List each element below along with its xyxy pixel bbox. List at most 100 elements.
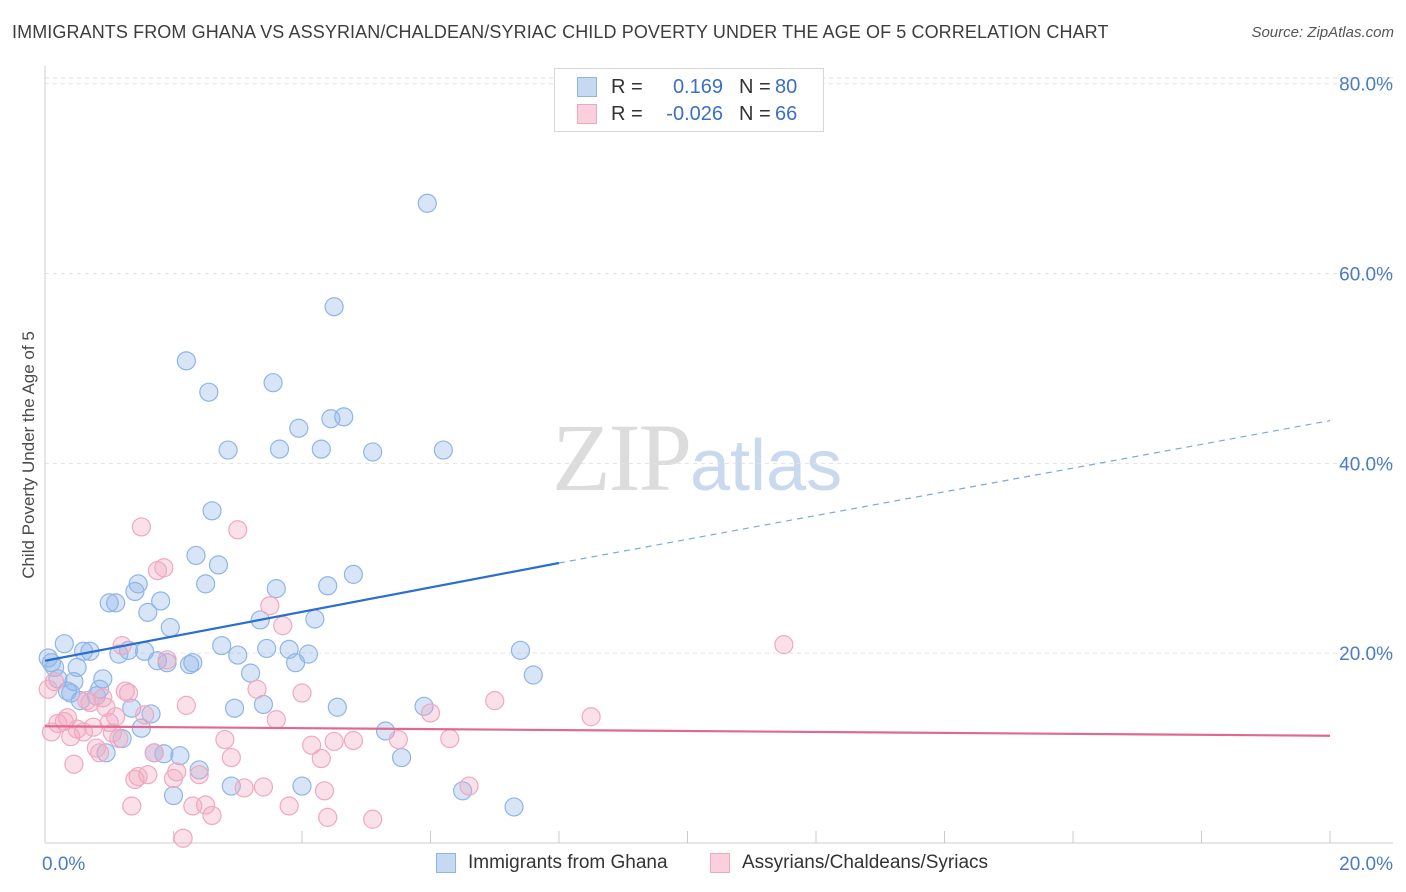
data-point [318, 576, 338, 596]
data-point [183, 653, 203, 673]
y-tick-label: 20.0% [1339, 644, 1393, 665]
grid-lines [45, 77, 1393, 654]
bottom-legend-swatch-ghana [436, 853, 456, 873]
data-point [106, 593, 126, 613]
data-point [57, 681, 78, 701]
data-point [77, 691, 97, 711]
chart-title: IMMIGRANTS FROM GHANA VS ASSYRIAN/CHALDE… [12, 22, 1109, 42]
data-point [241, 663, 261, 683]
trend-lines [44, 420, 1331, 737]
data-point [234, 778, 254, 798]
data-point [523, 665, 543, 685]
tick-labels: 20.0% 40.0% 60.0% 80.0% 0.0% 20.0% [42, 75, 1393, 875]
data-point [263, 373, 283, 393]
data-point [109, 728, 129, 749]
data-point [106, 707, 126, 727]
legend-r-label: R = [611, 102, 643, 125]
data-point [314, 781, 335, 801]
legend-r-value: -0.026 [666, 102, 723, 125]
data-point [134, 705, 155, 725]
chart-source: Source: ZipAtlas.com [1251, 24, 1394, 41]
data-point [324, 297, 344, 317]
legend-n-value: 66 [775, 102, 798, 125]
data-point [196, 574, 216, 594]
x-tick-label-min: 0.0% [42, 854, 85, 875]
data-point [305, 609, 325, 629]
data-point [96, 743, 116, 763]
data-point [196, 795, 216, 815]
data-point [131, 517, 151, 537]
data-point [61, 727, 81, 747]
legend-row-assyrian: R = -0.026 N = 66 [577, 101, 797, 127]
data-point [128, 574, 148, 594]
y-tick-label: 60.0% [1339, 265, 1393, 286]
data-point [363, 442, 383, 462]
data-point [388, 729, 408, 750]
data-point [298, 644, 319, 664]
watermark-atlas: atlas [690, 426, 843, 506]
data-point [327, 697, 347, 717]
data-point [292, 683, 312, 703]
data-point [128, 766, 148, 787]
data-point [154, 744, 174, 764]
legend-n-label: N = [739, 102, 771, 125]
data-point [253, 777, 274, 797]
data-point [189, 765, 209, 785]
data-point [334, 407, 354, 427]
data-point [247, 679, 267, 699]
data-point [215, 729, 235, 750]
data-point [417, 193, 437, 213]
data-point [208, 555, 229, 575]
data-point [228, 520, 248, 540]
data-point [459, 776, 479, 796]
data-point [218, 440, 238, 460]
data-point [391, 747, 412, 768]
data-point [176, 695, 196, 715]
data-point [343, 730, 363, 751]
series-assyrian-points [38, 517, 794, 848]
data-point [504, 797, 524, 817]
data-point [115, 681, 135, 701]
data-point [774, 635, 794, 655]
legend-r-label: R = [611, 75, 643, 98]
data-point [289, 418, 309, 438]
bottom-legend-assyrian: Assyrians/Chaldeans/Syriacs [710, 852, 988, 874]
data-point [311, 439, 331, 459]
y-tick-label: 40.0% [1339, 454, 1393, 475]
data-point [279, 796, 299, 816]
data-point [485, 691, 505, 711]
data-point [363, 809, 383, 829]
data-point [144, 743, 164, 763]
data-point [221, 747, 241, 768]
watermark: ZIPatlas [552, 402, 842, 513]
data-point [122, 796, 142, 816]
data-point [54, 634, 74, 654]
data-point [154, 558, 174, 578]
data-point [440, 728, 460, 749]
data-point [202, 805, 222, 826]
bottom-legend-ghana: Immigrants from Ghana [436, 852, 668, 874]
watermark-zip: ZIP [552, 404, 692, 511]
data-point [199, 382, 219, 402]
data-point [257, 638, 277, 659]
bottom-legend: Immigrants from Ghana Assyrians/Chaldean… [0, 852, 1406, 878]
data-point [273, 616, 293, 636]
bottom-legend-label-assyrian: Assyrians/Chaldeans/Syriacs [742, 852, 989, 873]
legend-swatch-ghana [577, 77, 597, 97]
data-point [163, 785, 184, 806]
data-point [228, 645, 248, 665]
bottom-legend-label-ghana: Immigrants from Ghana [468, 852, 668, 873]
data-point [324, 731, 344, 752]
legend-n-value: 80 [775, 75, 798, 98]
legend-r-value: 0.169 [672, 75, 723, 98]
legend-swatch-assyrian [577, 104, 597, 124]
trend-line-ghana [44, 561, 560, 662]
data-point [311, 748, 331, 769]
data-point [61, 683, 81, 703]
y-axis-label: Child Poverty Under the Age of 5 [19, 331, 38, 579]
trend-line-assyrian [44, 725, 1331, 737]
data-point [151, 591, 171, 611]
data-point [170, 746, 190, 766]
legend-box: R = 0.169 N = 80 R = -0.026 N = 66 [554, 68, 824, 132]
